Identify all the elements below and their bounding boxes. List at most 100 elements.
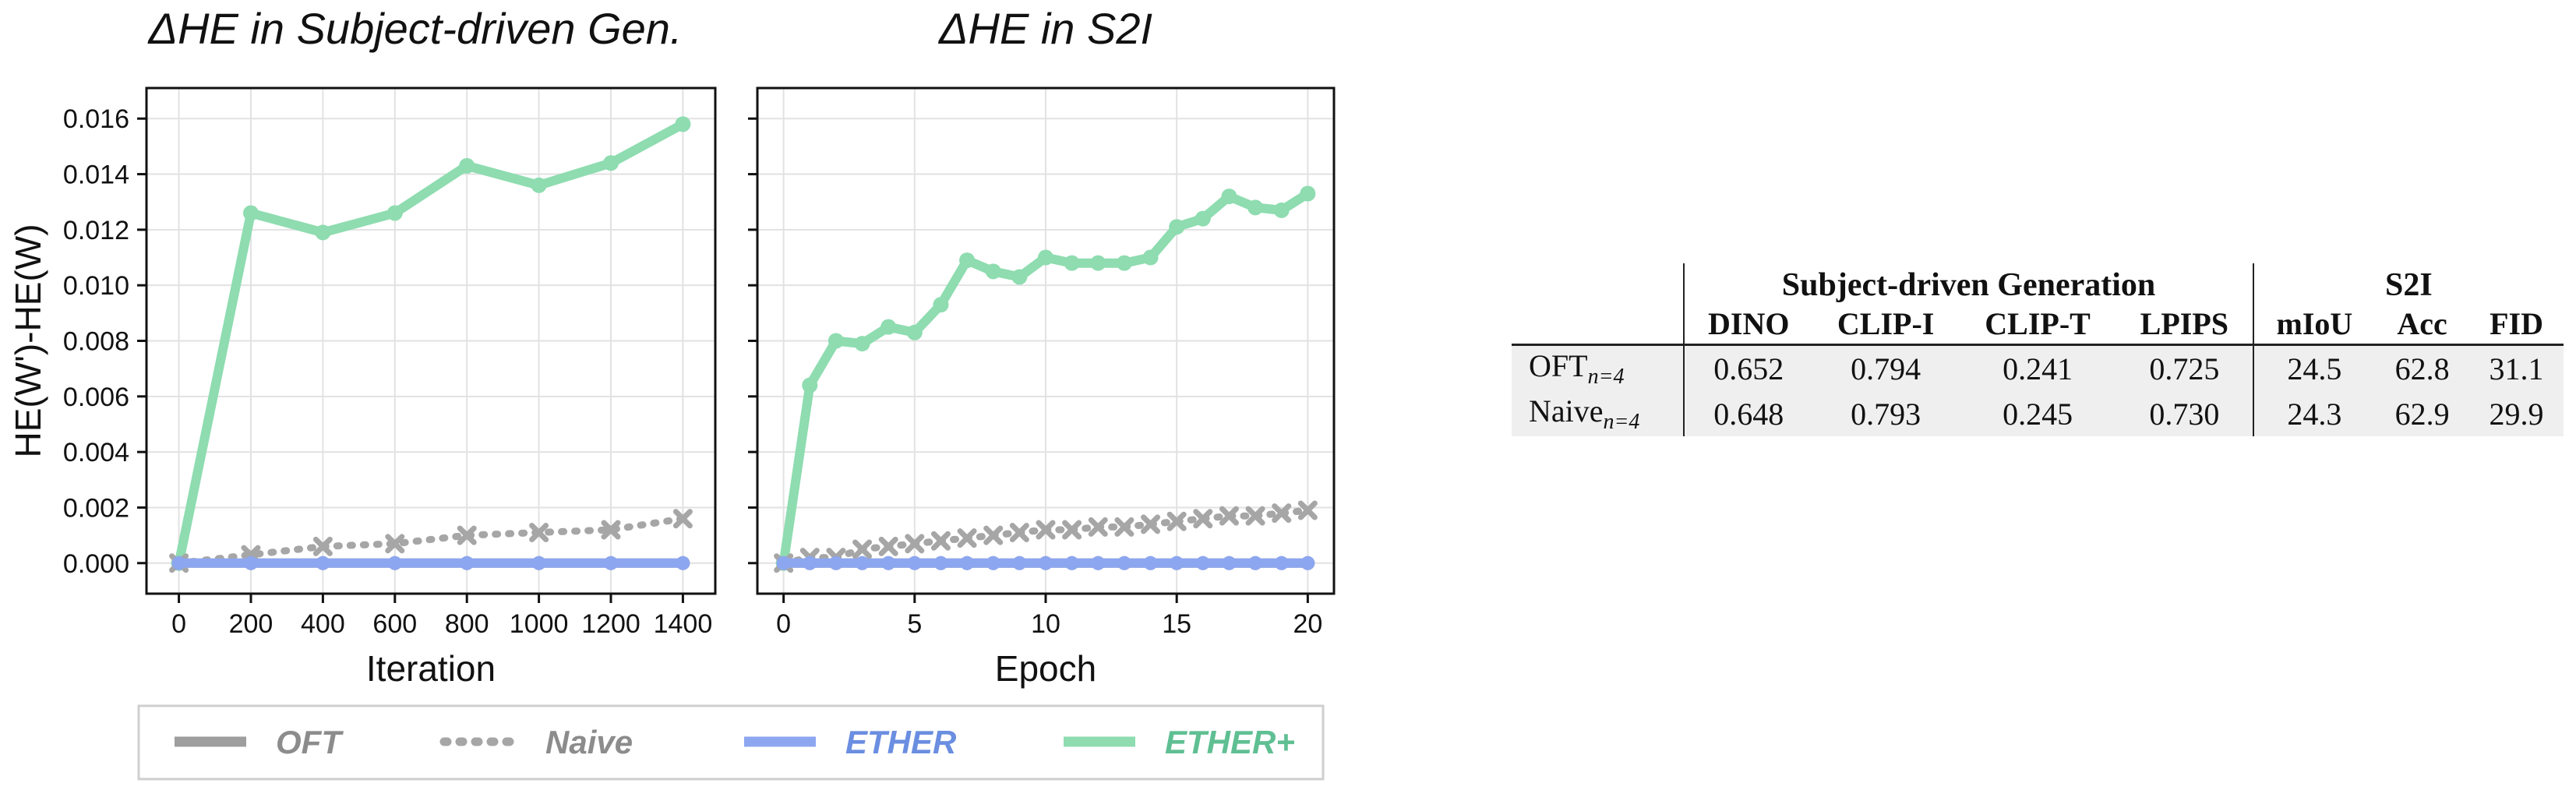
row-name: Naive [1529, 393, 1604, 429]
table-cell: 0.245 [2003, 396, 2073, 432]
data-point-ether [460, 555, 475, 570]
data-point-naive [1166, 511, 1187, 531]
data-point-ether [855, 555, 870, 570]
data-point-naive [1062, 520, 1082, 540]
data-point-ether [960, 555, 975, 570]
table-cell: 0.725 [2116, 344, 2253, 391]
data-point-naive [1114, 517, 1134, 537]
data-point-ether [676, 555, 690, 570]
table-cell: 0.793 [1851, 396, 1921, 432]
table-row: OFTn=4 0.652 0.794 0.241 0.725 24.5 62.8… [1512, 344, 2564, 391]
data-point-naive [1219, 506, 1239, 526]
y-tick-label: 0.008 [63, 327, 129, 357]
row-subscript: n=4 [1587, 365, 1625, 389]
data-point-ether-plus [906, 324, 923, 340]
data-point-ether-plus [242, 205, 259, 221]
data-point-ether [604, 555, 619, 570]
legend-label: ETHER+ [1165, 724, 1295, 760]
y-tick-label: 0.006 [63, 383, 129, 412]
table-row: Naiven=4 0.648 0.793 0.245 0.730 24.3 62… [1512, 391, 2564, 436]
data-point-ether-plus [1194, 210, 1211, 227]
col-header: CLIP-T [1985, 306, 2091, 341]
y-tick-label: 0.004 [63, 438, 129, 467]
table-cell: 0.652 [1683, 344, 1813, 391]
data-point-ether [1143, 555, 1158, 570]
data-point-naive [957, 528, 977, 548]
data-point-ether [803, 555, 817, 570]
legend-label: OFT [276, 724, 344, 760]
table-cell: 0.648 [1683, 391, 1813, 436]
data-point-ether-plus [1247, 199, 1264, 216]
data-point-ether-plus [315, 224, 331, 241]
x-tick-label: 1400 [654, 609, 713, 639]
data-point-ether-plus [1038, 249, 1053, 266]
group-header-subject: Subject-driven Generation [1683, 263, 2253, 304]
data-point-ether [986, 555, 1000, 570]
data-point-naive [1297, 500, 1318, 520]
data-point-ether [1274, 555, 1289, 570]
row-label: OFTn=4 [1512, 344, 1685, 391]
data-point-ether-plus [880, 319, 897, 335]
chart-title: ΔHE in Subject-driven Gen. [147, 4, 683, 53]
x-tick-label: 1200 [581, 609, 640, 639]
data-point-ether-plus [959, 252, 976, 269]
x-axis-label: Epoch [995, 648, 1096, 689]
data-point-ether-plus [1273, 202, 1290, 218]
data-point-ether [171, 555, 186, 570]
col-header: mIoU [2252, 304, 2376, 345]
table-cell: 0.794 [1812, 344, 1960, 391]
data-point-naive [1009, 523, 1029, 543]
y-axis-label: HE(W')-HE(W) [8, 224, 48, 457]
data-point-ether [1222, 555, 1237, 570]
data-point-ether [1091, 555, 1106, 570]
row-subscript: n=4 [1603, 410, 1640, 434]
data-point-naive [1245, 506, 1265, 526]
data-point-naive [1193, 509, 1213, 529]
table-cell: 0.241 [1959, 344, 2117, 391]
legend-label: ETHER [845, 724, 957, 760]
table-cell: 62.8 [2375, 344, 2470, 391]
data-point-ether-plus [827, 333, 844, 349]
data-point-ether-plus [1300, 185, 1316, 202]
y-tick-label: 0.016 [63, 104, 129, 134]
x-tick-label: 0 [171, 609, 186, 639]
data-point-ether [1064, 555, 1079, 570]
data-point-naive [672, 509, 693, 529]
data-point-ether-plus [1064, 255, 1080, 271]
data-point-ether-plus [1142, 249, 1159, 266]
data-point-ether [1300, 555, 1315, 570]
data-point-ether [387, 555, 402, 570]
line-charts: 0.000 0.002 0.004 0.006 0.008 0.010 0.012 0.014… [8, 4, 1336, 781]
data-point-ether-plus [675, 116, 691, 132]
x-tick-label: 800 [445, 609, 489, 639]
legend-label: Naive [545, 724, 633, 760]
x-tick-label: 5 [907, 609, 922, 639]
data-point-ether [828, 555, 843, 570]
data-point-naive [930, 531, 951, 551]
col-header: CLIP-I [1837, 306, 1935, 341]
table-cell: 31.1 [2469, 344, 2564, 391]
results-table: Subject-driven Generation S2I DINO CLIP-… [1512, 263, 2564, 436]
data-point-naive [1036, 520, 1056, 540]
x-tick-label: 200 [229, 609, 273, 639]
data-point-naive [1141, 514, 1161, 534]
data-point-ether [1012, 555, 1027, 570]
y-tick-label: 0.014 [63, 160, 129, 190]
data-point-ether-plus [603, 155, 619, 171]
x-tick-label: 10 [1031, 609, 1060, 639]
y-tick-label: 0.012 [63, 216, 129, 245]
table-cell: 24.3 [2252, 391, 2376, 436]
data-point-ether-plus [1221, 189, 1237, 205]
data-point-ether [776, 555, 791, 570]
data-point-ether-plus [854, 336, 870, 352]
y-tick-label: 0.000 [63, 549, 129, 579]
data-point-ether [933, 555, 948, 570]
data-point-ether-plus [531, 177, 547, 193]
x-axis-label: Iteration [366, 648, 496, 689]
data-point-ether [1170, 555, 1184, 570]
data-point-naive [312, 536, 333, 556]
data-point-naive [529, 523, 549, 543]
x-tick-label: 400 [301, 609, 345, 639]
chart-title: ΔHE in S2I [937, 4, 1152, 53]
